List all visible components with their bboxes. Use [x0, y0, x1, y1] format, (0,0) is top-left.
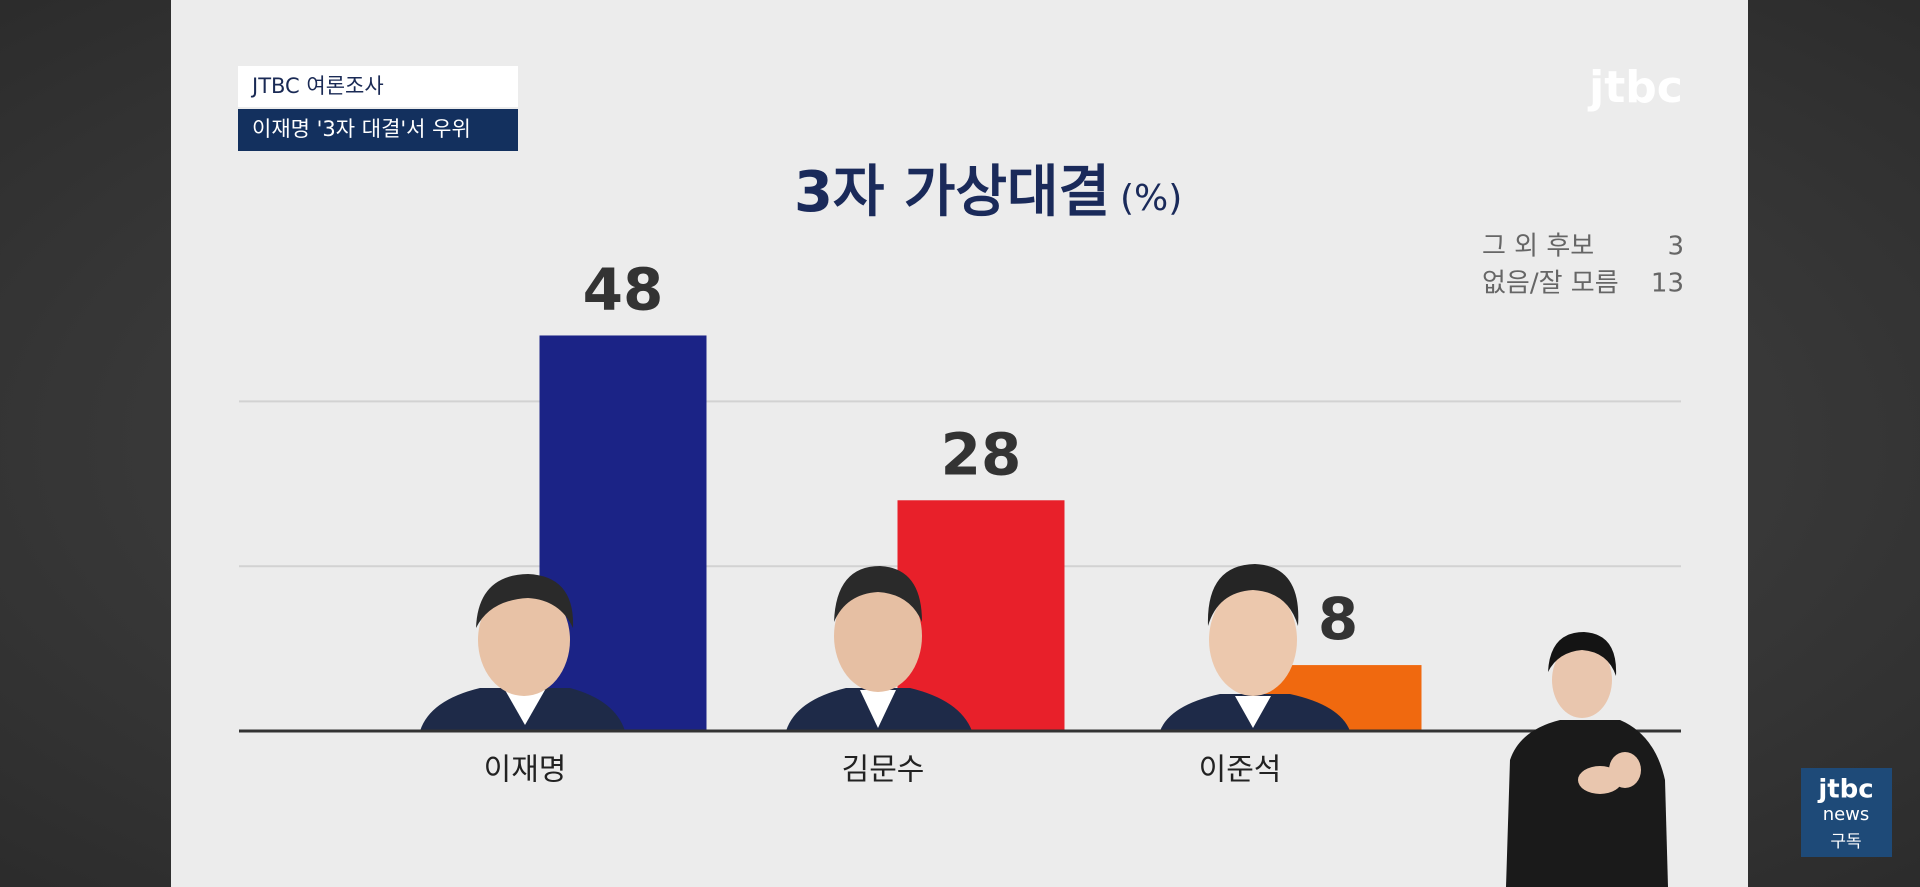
headline-box	[238, 109, 518, 151]
chart-title: 3자 가상대결	[794, 160, 1110, 225]
note-label: 그 외 후보	[1482, 232, 1594, 262]
badge-brand[interactable]: jtbc	[1817, 775, 1873, 805]
value-label: 8	[1318, 585, 1358, 653]
badge-sub[interactable]: news	[1823, 804, 1870, 825]
photo	[1160, 564, 1350, 731]
bar	[539, 335, 707, 731]
value-label: 48	[583, 256, 664, 324]
badge-box[interactable]	[1801, 768, 1892, 857]
unit: (%)	[1120, 178, 1182, 219]
note-value: 3	[1667, 232, 1684, 262]
note-label: 없음/잘 모름	[1482, 269, 1619, 299]
channel-badge[interactable]: jtbc news 구독	[1801, 768, 1892, 857]
labels: 48 이재명 28 김문수 8 이준석 그 외 후보 3 없음/잘 모름 13	[239, 232, 1684, 788]
x-tick-label: 이재명	[484, 753, 567, 788]
tag: JTBC 여론조사	[250, 74, 384, 98]
headline: 이재명 '3자 대결'서 우위	[252, 117, 471, 141]
value-label: 28	[941, 420, 1022, 488]
interpreter	[1506, 632, 1668, 887]
x-tick-label: 김문수	[842, 753, 925, 788]
photo	[786, 566, 972, 731]
tag-box	[238, 66, 518, 107]
photo	[420, 574, 625, 731]
logo: jtbc	[1587, 62, 1683, 113]
photos	[420, 564, 1350, 731]
x-tick-label: 이준석	[1199, 753, 1282, 788]
badge-action[interactable]: 구독	[1830, 832, 1861, 852]
note-value: 13	[1651, 269, 1684, 299]
